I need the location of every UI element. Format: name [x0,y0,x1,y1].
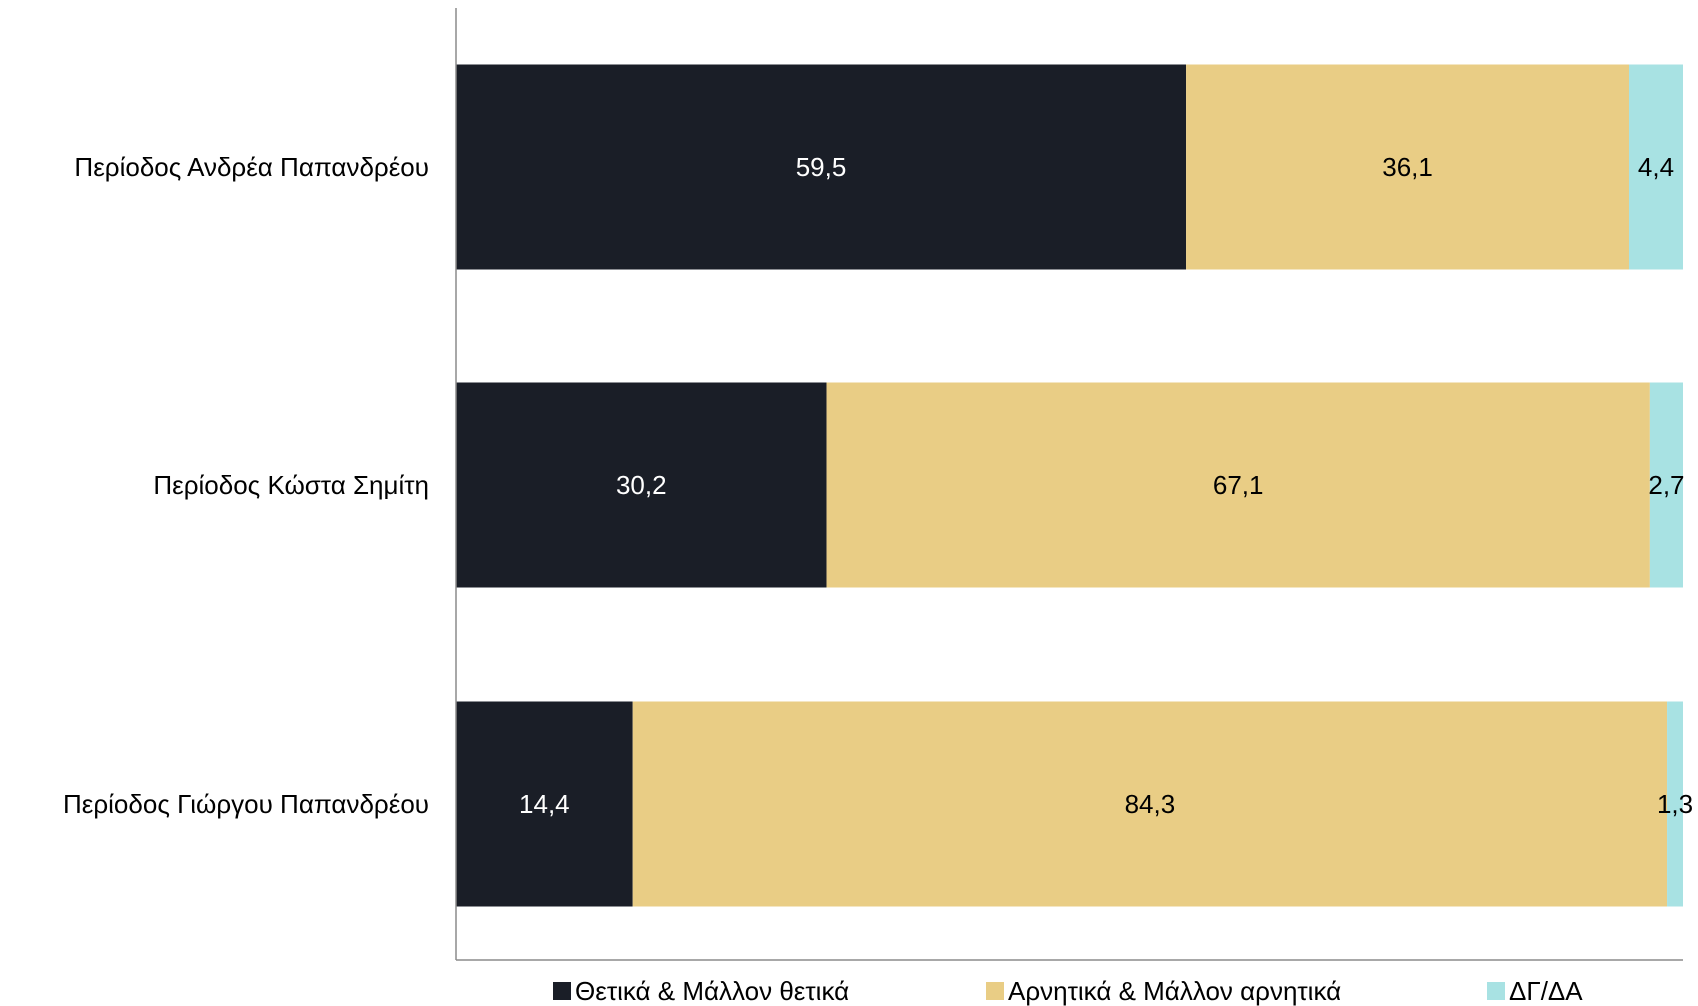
axis-layer [455,8,1683,961]
bar-3-category-2 [1649,382,1683,588]
data-label-3-category-1: 4,4 [1638,152,1674,182]
data-label-1-category-2: 30,2 [616,470,667,500]
legend-label-1: Θετικά & Μάλλον θετικά [575,976,849,1006]
category-labels: Περίοδος Ανδρέα Παπανδρέου Περίοδος Κώστα… [63,152,429,819]
data-label-2-category-3: 84,3 [1125,789,1176,819]
category-label-3: Περίοδος Γιώργου Παπανδρέου [63,789,429,819]
category-label-2: Περίοδος Κώστα Σημίτη [153,470,429,500]
data-label-3-category-2: 2,7 [1648,470,1684,500]
legend-swatch-2 [986,982,1004,1000]
bar-2-category-1 [1186,64,1630,270]
bar-3-category-3 [1667,701,1683,907]
labels-layer: 59,5 36,1 4,4 30,2 67,1 2,7 14,4 84,3 1,3 [519,152,1693,819]
data-label-2-category-2: 67,1 [1213,470,1264,500]
data-label-1-category-3: 14,4 [519,789,570,819]
bars-layer [456,64,1683,907]
bar-1-category-3 [456,701,633,907]
bar-1-category-1 [456,64,1187,270]
data-label-1-category-1: 59,5 [796,152,847,182]
legend-item-2: Αρνητικά & Μάλλον αρνητικά [986,976,1341,1006]
bar-2-category-2 [826,382,1650,588]
data-label-2-category-1: 36,1 [1382,152,1433,182]
legend-swatch-1 [553,982,571,1000]
data-label-3-category-3: 1,3 [1657,789,1693,819]
bar-1-category-2 [456,382,827,588]
legend-item-1: Θετικά & Μάλλον θετικά [553,976,849,1006]
legend: Θετικά & Μάλλον θετικά Αρνητικά & Μάλλον … [553,976,1583,1006]
legend-item-3: ΔΓ/ΔΑ [1487,976,1583,1006]
legend-label-3: ΔΓ/ΔΑ [1509,976,1583,1006]
category-label-1: Περίοδος Ανδρέα Παπανδρέου [74,152,429,182]
legend-label-2: Αρνητικά & Μάλλον αρνητικά [1008,976,1341,1006]
bar-3-category-1 [1629,64,1683,270]
legend-swatch-3 [1487,982,1505,1000]
bar-2-category-3 [632,701,1668,907]
